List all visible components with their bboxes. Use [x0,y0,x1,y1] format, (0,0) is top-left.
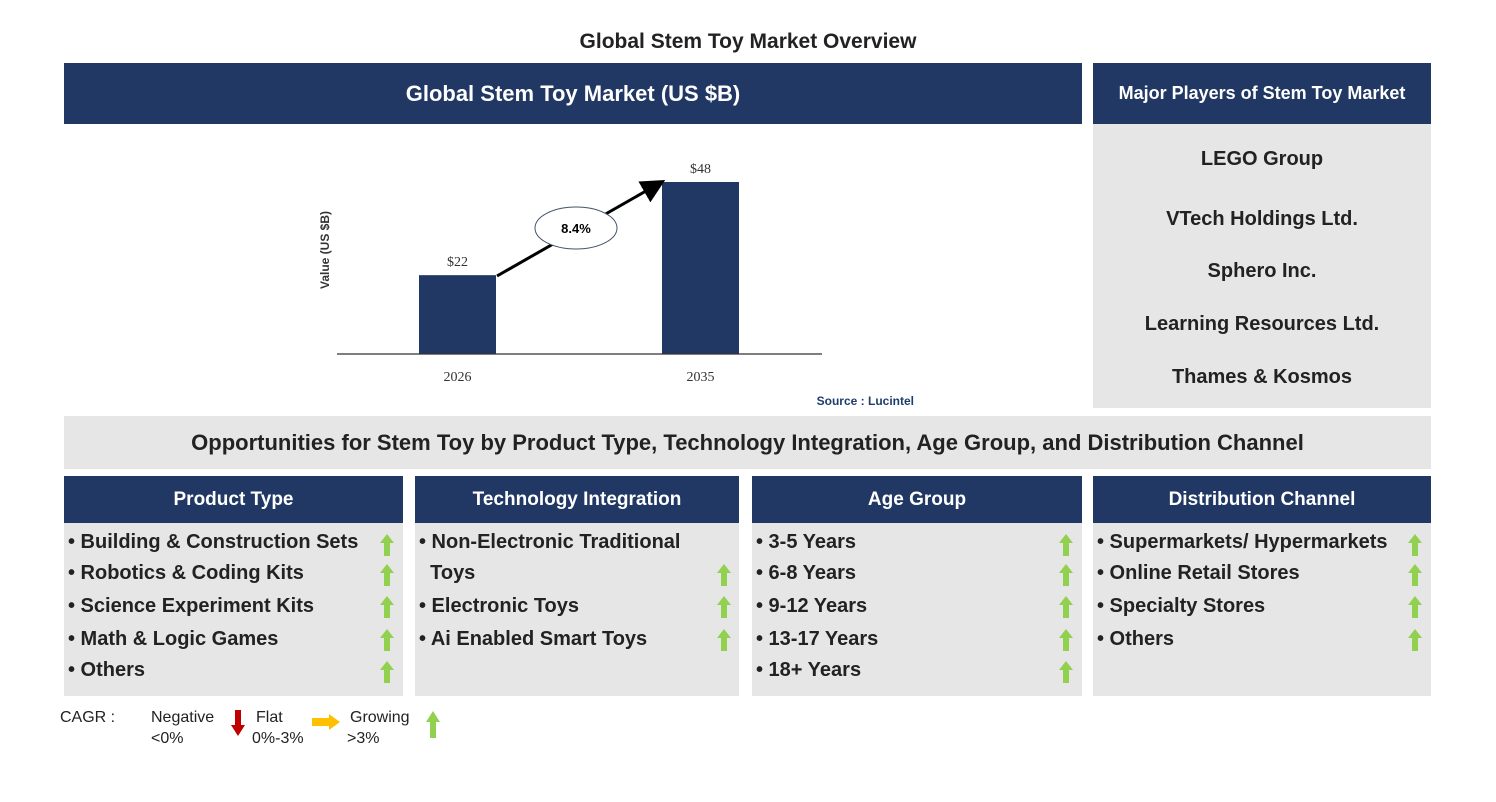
market-chart: Value (US $B) $22 2026 $48 2035 8.4% Source… [318,162,914,408]
players-header: Major Players of Stem Toy Market [1093,63,1431,124]
right-arrow-icon [312,714,340,730]
chart-header: Global Stem Toy Market (US $B) [64,63,1082,124]
up-arrow-icon [1059,629,1073,651]
data-label: $48 [690,162,711,177]
cagr-label: 8.4% [561,221,591,236]
legend-growing: Growing [350,709,410,726]
up-arrow-icon [426,711,440,738]
list-item: Toys [419,562,476,584]
column-header: Distribution Channel [1093,476,1431,523]
list-item: • Supermarkets/ Hypermarkets [1097,531,1388,553]
up-arrow-icon [1059,661,1073,683]
player: VTech Holdings Ltd. [1166,208,1358,230]
opportunities-title: Opportunities for Stem Toy by Product Ty… [64,416,1431,469]
y-axis-label: Value (US $B) [318,211,332,289]
column-header: Age Group [752,476,1082,523]
column-body: • Building & Construction Sets • Robotics… [64,523,403,696]
column-body: • 3-5 Years • 6-8 Years • 9-12 Years • 13-1… [752,523,1082,696]
list-item: • 6-8 Years [756,562,857,584]
list-item: • Math & Logic Games [68,628,279,650]
list-item: • 9-12 Years [756,595,868,617]
up-arrow-icon [1408,564,1422,586]
list-item: • Non-Electronic Traditional [419,531,681,553]
column-body: • Supermarkets/ Hypermarkets • Online Ret… [1093,523,1431,696]
column-header: Technology Integration [415,476,739,523]
player: LEGO Group [1200,148,1324,170]
column-body: • Non-Electronic Traditional Toys • Elect… [415,523,739,696]
up-arrow-icon [1059,564,1073,586]
up-arrow-icon [1408,596,1422,618]
up-arrow-icon [380,596,394,618]
up-arrow-icon [1408,629,1422,651]
up-arrow-icon [380,534,394,556]
up-arrow-icon [717,629,731,651]
source-label: Source : Lucintel [817,394,914,408]
cagr-ellipse [534,206,618,250]
players-list: LEGO Group VTech Holdings Ltd. Sphero In… [1093,124,1431,408]
list-item: • Building & Construction Sets [68,531,359,553]
player: Sphero Inc. [1207,260,1317,282]
list-item: • Robotics & Coding Kits [68,562,304,584]
legend-growing-range: >3% [347,730,380,747]
legend-flat-range: 0%-3% [252,730,304,747]
up-arrow-icon [380,629,394,651]
legend-negative: Negative [151,709,215,726]
x-tick-label: 2035 [687,370,715,385]
list-item: • 13-17 Years [756,628,879,650]
down-arrow-icon [231,710,245,736]
bar-2035 [662,182,739,354]
page-title: Global Stem Toy Market Overview [579,30,917,53]
up-arrow-icon [717,596,731,618]
list-item: • Ai Enabled Smart Toys [419,628,648,650]
up-arrow-icon [1408,534,1422,556]
list-item: • Specialty Stores [1097,595,1266,617]
list-item: • Online Retail Stores [1097,562,1300,584]
legend-label: CAGR : [60,709,116,726]
legend-negative-range: <0% [151,730,184,747]
up-arrow-icon [1059,596,1073,618]
list-item: • Others [68,659,146,681]
column-header: Product Type [64,476,403,523]
x-tick-label: 2026 [444,370,472,385]
list-item: • Others [1097,628,1175,650]
list-item: • 18+ Years [756,659,862,681]
up-arrow-icon [717,564,731,586]
legend-flat: Flat [256,709,283,726]
up-arrow-icon [380,661,394,683]
player: Thames & Kosmos [1171,366,1353,388]
player: Learning Resources Ltd. [1144,313,1380,335]
up-arrow-icon [380,564,394,586]
data-label: $22 [447,255,468,270]
bar-2026 [419,275,496,354]
list-item: • 3-5 Years [756,531,857,553]
list-item: • Science Experiment Kits [68,595,314,617]
list-item: • Electronic Toys [419,595,580,617]
up-arrow-icon [1059,534,1073,556]
